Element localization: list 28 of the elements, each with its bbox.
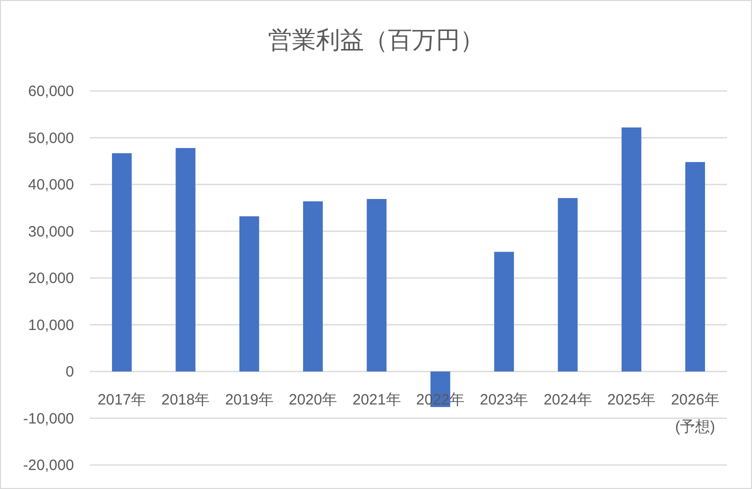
x-tick-label: 2024年	[544, 392, 592, 408]
bar	[239, 216, 260, 372]
chart-title: 営業利益（百万円）	[268, 27, 484, 54]
bar	[112, 153, 132, 372]
x-tick-label: 2026年 (予想)	[670, 392, 720, 436]
x-tick-label: 2023年	[480, 392, 528, 408]
x-tick-label: 2020年	[288, 392, 338, 408]
bar	[303, 201, 323, 372]
y-tick-label: -20,000	[23, 457, 74, 474]
bar	[622, 127, 642, 372]
y-tick-label: -10,000	[23, 410, 74, 428]
bar	[366, 198, 387, 372]
x-tick-label: 2017年	[98, 392, 146, 408]
bar	[176, 148, 196, 372]
bar	[558, 198, 578, 372]
y-tick-label: 50,000	[28, 130, 74, 147]
bar	[494, 252, 514, 372]
x-tick-label: 2018年	[161, 392, 210, 408]
x-tick-label: 2025年	[607, 392, 656, 408]
x-tick-label: 2021年	[352, 392, 401, 408]
y-tick-label: 0	[66, 364, 74, 380]
y-tick-label: 20,000	[28, 270, 74, 287]
x-tick-label: 2019年	[225, 392, 274, 408]
bar	[685, 162, 706, 372]
y-tick-label: 30,000	[28, 223, 74, 240]
y-tick-label: 40,000	[28, 176, 74, 194]
y-tick-label: 60,000	[28, 83, 74, 100]
y-tick-label: 10,000	[28, 316, 74, 334]
